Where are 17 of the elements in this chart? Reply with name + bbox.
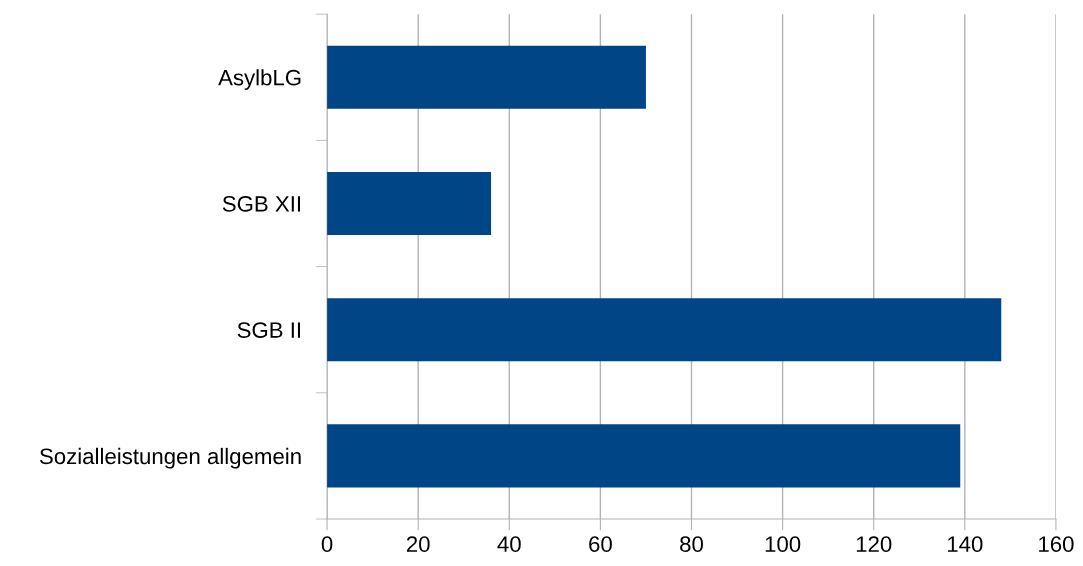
bar: [327, 298, 1002, 362]
x-tick-label: 140: [947, 536, 983, 553]
x-tick-label: 120: [856, 536, 892, 553]
y-tick-label: Sozialleistungen allgemein: [39, 447, 301, 469]
y-tick-label: SGB XII: [222, 196, 301, 212]
bar: [327, 171, 492, 236]
x-tick-label: 80: [680, 536, 703, 553]
x-tick-label: 20: [406, 536, 430, 553]
x-tick-label: 100: [765, 536, 801, 553]
y-tick-label: SGB II: [237, 322, 301, 338]
x-tick-label: 40: [497, 536, 521, 553]
bar: [327, 424, 961, 488]
x-tick-label: 0: [321, 536, 333, 553]
x-tick-label: 60: [589, 536, 612, 553]
x-tick-label: 160: [1039, 536, 1074, 553]
bar: [327, 45, 646, 109]
y-tick-label: AsylbLG: [218, 69, 301, 90]
